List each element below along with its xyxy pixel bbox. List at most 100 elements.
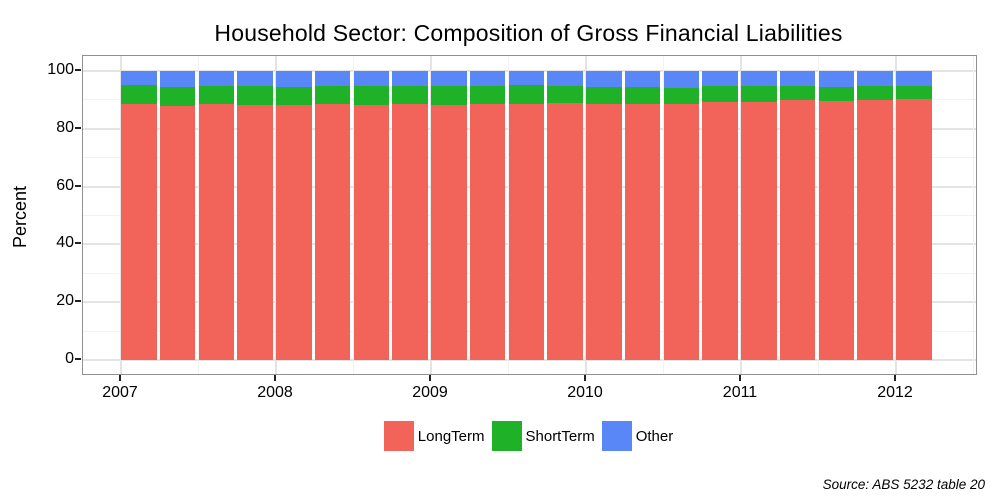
bar-segment-longterm [276, 105, 312, 360]
bar-segment-other [314, 71, 351, 87]
y-tick-label: 80 [56, 118, 74, 136]
bar-segment-other [702, 71, 738, 87]
bar-segment-other [159, 71, 196, 87]
x-tick-label: 2008 [257, 384, 293, 401]
x-tick-label: 2010 [567, 384, 603, 401]
y-tick-mark [75, 358, 81, 360]
bar-segment-longterm [896, 99, 932, 360]
y-tick-mark [75, 242, 81, 245]
legend-label: Other [635, 427, 674, 445]
bar-segment-longterm [663, 103, 699, 360]
bar-segment-longterm [314, 103, 351, 360]
bar-segment-other [121, 71, 157, 85]
x-tick-mark [429, 375, 431, 381]
bar-segment-shortterm [896, 86, 932, 100]
bar-segment-longterm [469, 103, 506, 360]
y-axis-title: Percent [10, 185, 30, 248]
bar-segment-other [198, 71, 234, 87]
bar-segment-longterm [121, 103, 157, 360]
bar-segment-shortterm [469, 86, 506, 104]
gridline-minor [973, 56, 974, 374]
bar-segment-other [741, 71, 777, 87]
y-tick-label: 60 [56, 176, 74, 194]
legend-item-longterm: LongTerm [383, 421, 485, 451]
x-tick-label: 2009 [412, 384, 448, 401]
x-tick-mark [274, 375, 276, 381]
bar-segment-longterm [198, 103, 234, 360]
bar-segment-shortterm [276, 86, 312, 106]
y-tick-mark [75, 300, 81, 303]
x-tick-label: 2012 [877, 384, 913, 401]
bar-segment-longterm [431, 105, 467, 360]
bar-segment-other [779, 71, 816, 87]
y-tick-mark [75, 69, 81, 71]
bar-segment-shortterm [353, 86, 389, 106]
x-tick-label: 2011 [722, 384, 758, 401]
legend-swatch-shortterm [491, 421, 522, 451]
bar-segment-other [896, 71, 932, 87]
bar-segment-other [392, 71, 428, 87]
bar-segment-shortterm [314, 86, 351, 104]
legend-label: ShortTerm [525, 427, 595, 445]
bar-segment-longterm [508, 103, 544, 360]
legend: LongTerm ShortTerm Other [82, 420, 975, 452]
bar-segment-other [663, 71, 699, 89]
bar-segment-shortterm [818, 86, 854, 101]
bar-segment-shortterm [857, 86, 893, 100]
legend-swatch-other [601, 421, 632, 451]
bar-segment-shortterm [741, 86, 777, 102]
bar-segment-longterm [779, 99, 816, 360]
legend-item-other: Other [601, 421, 674, 451]
y-tick-label: 20 [56, 292, 74, 310]
bar-segment-shortterm [547, 86, 583, 104]
bar-segment-longterm [702, 101, 738, 360]
bar-segment-other [237, 71, 273, 87]
y-tick-mark [75, 184, 81, 187]
y-tick-label: 0 [65, 350, 74, 367]
bar-segment-shortterm [702, 86, 738, 102]
bar-segment-other [431, 71, 467, 87]
bar-segment-shortterm [663, 88, 699, 104]
bar-segment-longterm [741, 101, 777, 360]
bar-segment-other [508, 71, 544, 85]
source-note: Source: ABS 5232 table 20 [822, 477, 985, 492]
bar-segment-other [818, 71, 854, 87]
bar-segment-longterm [237, 105, 273, 360]
chart-title: Household Sector: Composition of Gross F… [214, 20, 843, 46]
y-tick-label: 40 [56, 234, 74, 252]
bar-segment-shortterm [586, 86, 622, 104]
bar-segment-other [857, 71, 893, 87]
bar-segment-longterm [624, 103, 661, 360]
x-tick-mark [894, 375, 896, 381]
legend-item-shortterm: ShortTerm [491, 421, 595, 451]
bar-segment-longterm [159, 105, 196, 360]
bar-segment-longterm [547, 103, 583, 360]
bar-segment-other [586, 71, 622, 87]
bar-segment-shortterm [779, 86, 816, 100]
bar-segment-longterm [353, 105, 389, 360]
bar-segment-longterm [586, 103, 622, 360]
x-tick-mark [119, 375, 121, 381]
bar-segment-other [469, 71, 506, 87]
bar-segment-shortterm [508, 84, 544, 104]
bar-segment-shortterm [121, 84, 157, 104]
y-tick-label: 100 [47, 61, 74, 78]
bar-segment-shortterm [624, 86, 661, 104]
legend-swatch-longterm [383, 421, 414, 451]
bar-segment-shortterm [237, 86, 273, 106]
bar-segment-shortterm [431, 86, 467, 106]
bar-segment-other [547, 71, 583, 87]
bar-segment-shortterm [198, 86, 234, 104]
bar-segment-longterm [392, 103, 428, 360]
bar-segment-longterm [857, 99, 893, 360]
y-tick-mark [75, 126, 81, 129]
bar-segment-other [353, 71, 389, 87]
x-tick-label: 2007 [102, 384, 138, 401]
plot-panel [82, 55, 977, 375]
gridline-major [83, 359, 976, 361]
bar-segment-other [624, 71, 661, 87]
bar-segment-longterm [818, 100, 854, 360]
legend-label: LongTerm [417, 427, 485, 445]
x-tick-mark [584, 375, 586, 381]
